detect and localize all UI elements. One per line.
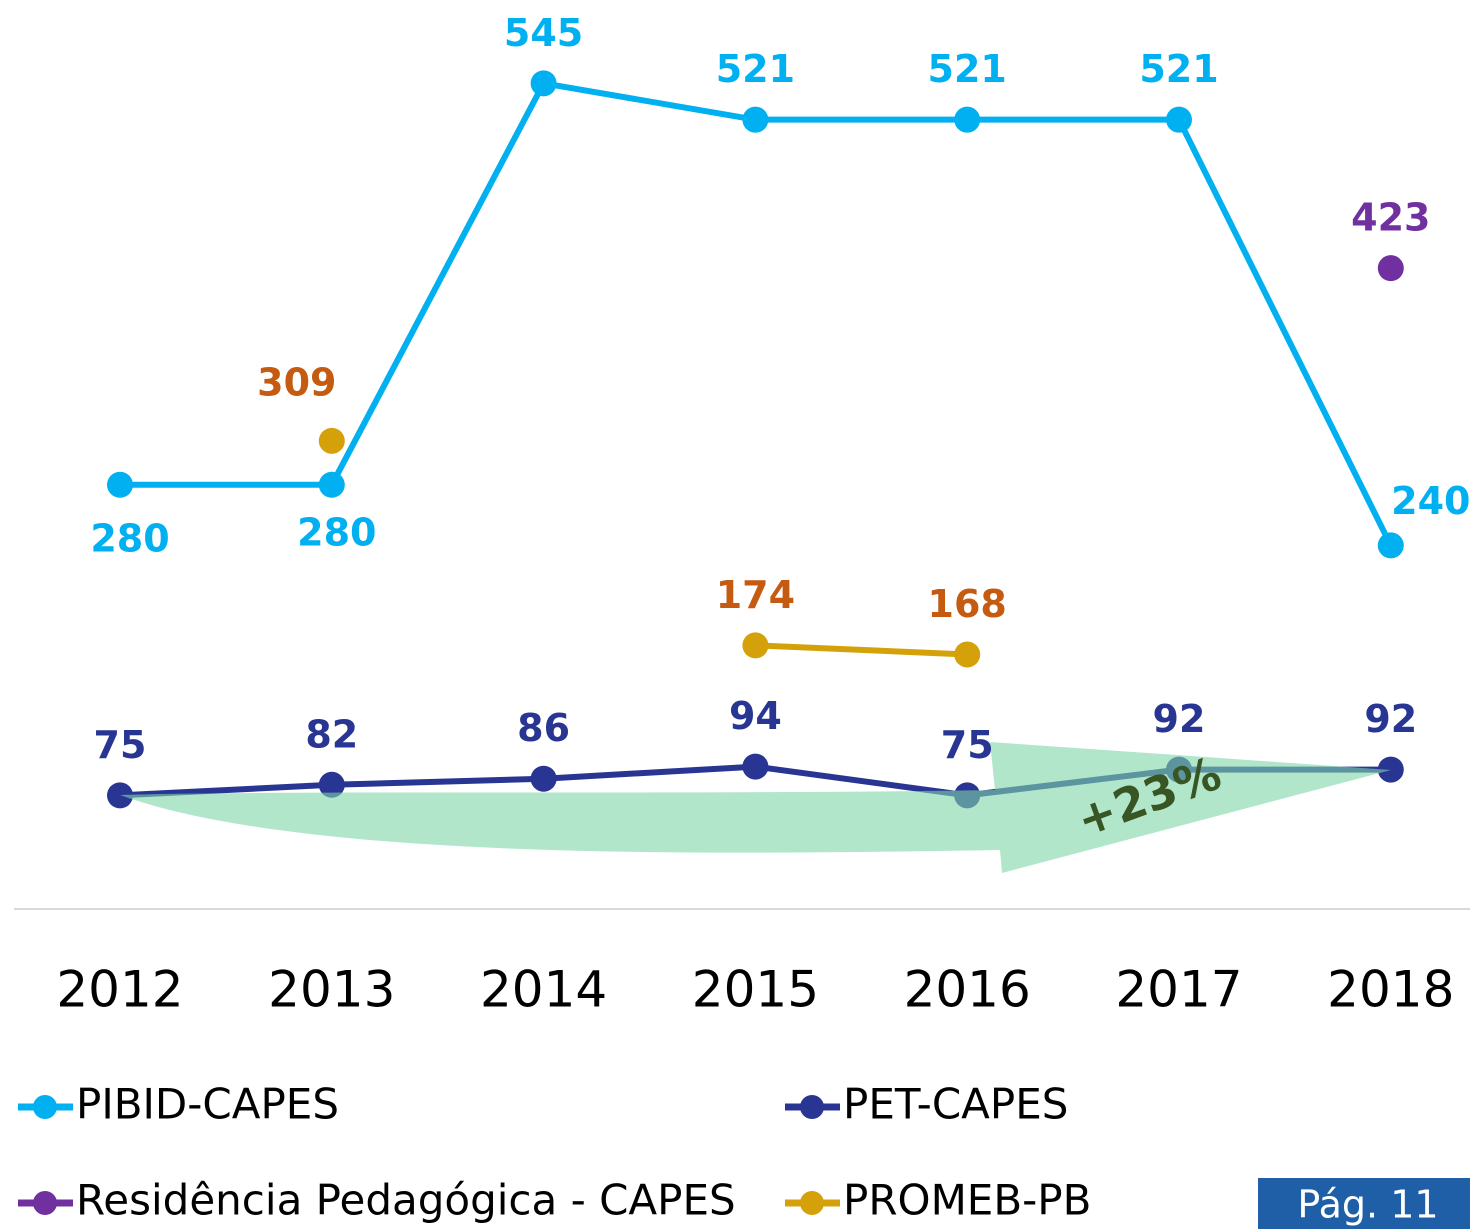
point <box>107 471 133 498</box>
point <box>530 765 557 792</box>
data-label: 280 <box>297 510 376 554</box>
data-label: 168 <box>928 582 1007 626</box>
point <box>1377 255 1404 282</box>
x-tick-label: 2014 <box>480 961 607 1019</box>
x-tick-label: 2015 <box>692 961 819 1019</box>
legend-label: PIBID-CAPES <box>76 1080 339 1129</box>
data-label: 521 <box>1139 47 1218 91</box>
x-tick-label: 2018 <box>1327 961 1454 1019</box>
legend-label: PET-CAPES <box>843 1080 1068 1129</box>
point <box>742 106 769 133</box>
x-tick-label: 2017 <box>1115 961 1242 1019</box>
point <box>107 782 133 809</box>
page-badge <box>1258 1178 1470 1229</box>
legend-label: Residência Pedagógica - CAPES <box>76 1176 736 1225</box>
data-label: 240 <box>1391 479 1470 523</box>
point <box>954 641 981 668</box>
labels: 280 280 545 521 521 521 240 75 82 86 94 75 92 92 423 30… <box>90 11 1470 767</box>
data-label: 521 <box>716 47 795 91</box>
data-label: 545 <box>504 11 583 55</box>
data-label: 423 <box>1351 196 1430 240</box>
series-line <box>755 642 968 658</box>
data-label: 521 <box>928 47 1007 91</box>
page-label: Pág. 11 <box>1297 1183 1438 1227</box>
data-label: 309 <box>257 360 336 404</box>
data-label: 174 <box>716 573 795 617</box>
point <box>1377 756 1404 783</box>
point <box>1377 532 1404 559</box>
point <box>1166 106 1192 133</box>
data-label: 92 <box>1153 697 1206 741</box>
series-line <box>120 80 1394 547</box>
data-label: 280 <box>90 516 169 560</box>
x-tick-label: 2013 <box>268 961 395 1019</box>
data-label: 86 <box>517 706 570 750</box>
legend-label: PROMEB-PB <box>843 1176 1091 1225</box>
trend-arrow <box>120 742 1391 873</box>
data-label: 75 <box>94 723 147 767</box>
point <box>318 771 345 798</box>
legend-marker <box>800 1095 824 1119</box>
legend-marker <box>800 1191 824 1215</box>
data-label: 92 <box>1364 697 1417 741</box>
point <box>318 427 345 454</box>
data-label: 82 <box>305 712 358 756</box>
point <box>954 106 981 133</box>
point <box>742 632 769 659</box>
legend-marker <box>33 1095 57 1119</box>
data-label: 75 <box>941 723 994 767</box>
legend-marker <box>33 1191 57 1215</box>
point <box>742 753 769 780</box>
data-label: 94 <box>729 694 782 738</box>
x-tick-label: 2016 <box>904 961 1031 1019</box>
x-tick-label: 2012 <box>56 961 183 1019</box>
point <box>318 471 345 498</box>
point <box>530 70 557 97</box>
